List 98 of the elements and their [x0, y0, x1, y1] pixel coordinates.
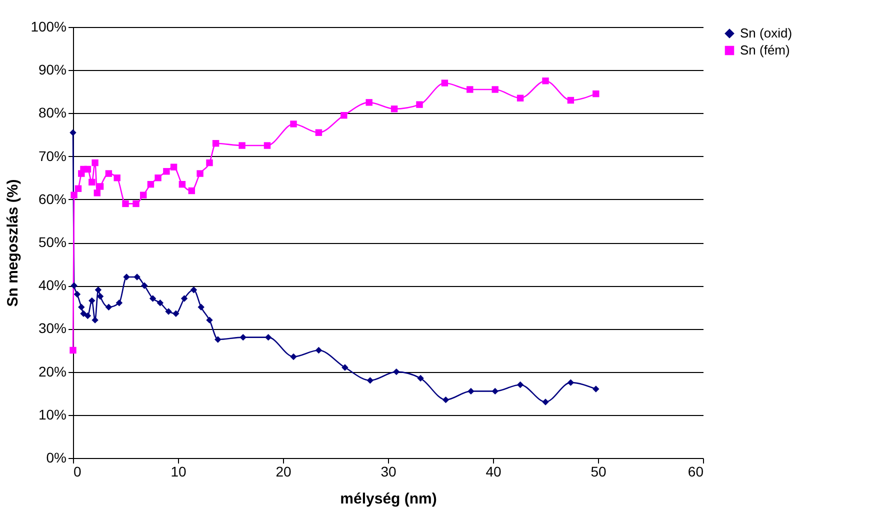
point	[178, 180, 186, 188]
y-tick-label: 70%	[38, 148, 66, 164]
point	[70, 192, 78, 198]
point	[154, 174, 162, 182]
point	[206, 316, 213, 324]
point	[417, 374, 424, 382]
point	[140, 192, 147, 198]
point	[342, 364, 348, 371]
point	[163, 168, 170, 175]
point	[74, 290, 81, 298]
x-tick-label: 60	[688, 464, 704, 480]
point	[92, 316, 98, 324]
point	[441, 80, 448, 86]
point	[170, 164, 178, 170]
point	[123, 274, 130, 280]
point	[390, 106, 398, 112]
point	[468, 388, 474, 395]
point	[88, 297, 96, 304]
y-tick-label: 100%	[30, 18, 66, 34]
point	[132, 200, 140, 208]
point	[78, 304, 85, 311]
point	[94, 190, 101, 196]
point	[196, 170, 204, 177]
point	[315, 346, 322, 354]
point	[116, 299, 123, 306]
point	[96, 293, 104, 300]
point	[592, 90, 600, 98]
y-tick-label: 50%	[38, 234, 66, 250]
point	[198, 304, 204, 311]
point	[366, 99, 372, 106]
point	[542, 398, 549, 406]
point	[340, 112, 348, 119]
point	[190, 286, 198, 294]
point	[147, 180, 154, 188]
legend-label: Sn (fém)	[740, 42, 790, 58]
point	[567, 96, 574, 104]
x-tick-label: 30	[380, 464, 396, 480]
point	[264, 142, 271, 149]
point	[84, 312, 92, 320]
y-tick-label: 10%	[38, 406, 66, 422]
point	[105, 170, 112, 177]
point	[212, 140, 220, 147]
y-tick-label: 40%	[38, 277, 66, 294]
y-tick-label: 80%	[38, 104, 66, 121]
y-tick-label: 30%	[38, 320, 66, 336]
point	[393, 368, 400, 376]
x-tick-label: 0	[74, 464, 82, 480]
point	[105, 304, 112, 311]
point	[492, 388, 498, 395]
point	[80, 310, 87, 317]
point	[180, 295, 188, 302]
y-tick-label: 60%	[38, 190, 66, 207]
point	[74, 185, 82, 192]
point	[567, 379, 574, 386]
point	[70, 346, 76, 354]
point	[492, 86, 498, 93]
point	[88, 178, 96, 186]
legend-label: Sn (oxid)	[740, 26, 792, 40]
point	[466, 86, 474, 93]
point	[206, 159, 213, 166]
point	[84, 166, 92, 173]
y-tick-label: 90%	[38, 62, 66, 78]
point	[122, 200, 129, 208]
y-tick-label: 0%	[46, 450, 66, 466]
x-tick-label: 20	[276, 464, 292, 480]
point	[134, 274, 140, 280]
y-tick-label: 20%	[38, 363, 66, 380]
x-tick-label: 10	[170, 464, 186, 480]
point	[290, 120, 297, 128]
point	[141, 282, 148, 289]
point	[264, 334, 272, 341]
point	[92, 159, 98, 166]
point	[149, 295, 156, 302]
point	[70, 282, 78, 289]
x-tick-label: 40	[486, 464, 502, 480]
point	[366, 377, 374, 384]
point	[238, 142, 246, 149]
x-axis-title: mélység (nm)	[340, 490, 437, 508]
point	[96, 183, 104, 190]
point	[188, 187, 196, 194]
point	[416, 101, 423, 108]
point	[542, 78, 549, 84]
point	[240, 334, 246, 341]
point	[214, 336, 222, 343]
point	[516, 381, 524, 388]
point	[172, 310, 180, 317]
point	[315, 129, 322, 136]
point	[442, 396, 450, 404]
point	[114, 174, 120, 182]
point	[592, 386, 600, 392]
point	[94, 286, 102, 294]
point	[516, 94, 524, 102]
x-tick-label: 50	[590, 464, 606, 480]
y-axis-title: Sn megoszlás (%)	[4, 179, 22, 307]
point	[70, 129, 76, 136]
point	[290, 353, 297, 360]
point	[156, 299, 164, 306]
point	[165, 308, 172, 315]
